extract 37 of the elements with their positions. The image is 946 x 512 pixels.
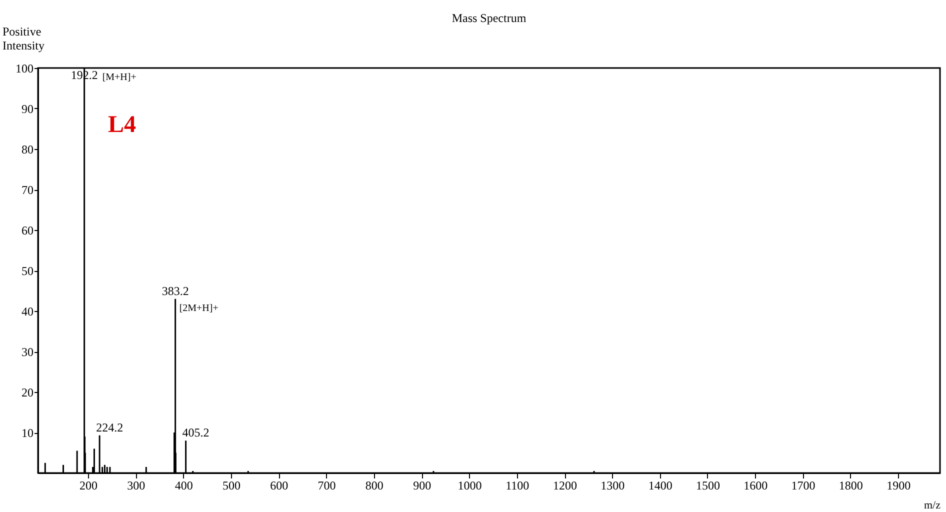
x-tick-label: 1700 (791, 478, 816, 492)
x-tick-label: 1100 (506, 478, 530, 492)
y-tick-label: 40 (22, 304, 34, 318)
annotation: 405.2 (182, 426, 210, 440)
annotation: [2M+H]+ (179, 302, 219, 314)
y-tick-label: 100 (16, 62, 34, 76)
y-tick-label: 90 (22, 102, 34, 116)
y-tick-label: 10 (22, 426, 34, 440)
y-tick-label: 30 (22, 345, 34, 359)
annotation: 224.2 (96, 420, 124, 434)
annotation: [M+H]+ (102, 72, 137, 83)
x-tick-label: 1800 (838, 478, 863, 492)
annotation: L4 (108, 112, 136, 138)
y-tick-label: 60 (22, 224, 34, 238)
y-tick-label: 50 (22, 264, 34, 278)
x-tick-label: 1900 (886, 478, 911, 492)
x-tick-label: 900 (413, 478, 432, 492)
x-tick-label: 1200 (553, 478, 578, 492)
y-tick-label: 20 (22, 386, 34, 400)
x-tick-label: 1300 (600, 478, 625, 492)
x-tick-label: 700 (318, 478, 336, 492)
y-axis-title: Positive Intensity (2, 24, 44, 52)
chart-title: Mass Spectrum (452, 11, 527, 25)
x-tick-label: 1600 (744, 478, 768, 492)
x-axis-title: m/z (924, 500, 941, 512)
y-tick-label: 70 (22, 183, 34, 197)
x-tick-label: 1500 (696, 478, 720, 492)
x-tick-label: 400 (174, 478, 193, 492)
x-tick-label: 1000 (458, 478, 482, 492)
y-tick-label: 80 (22, 142, 34, 156)
x-tick-label: 300 (127, 478, 146, 492)
annotation: 383.2 (162, 284, 189, 298)
x-tick-label: 500 (222, 478, 240, 492)
x-tick-label: 1400 (648, 478, 672, 492)
x-tick-label: 600 (270, 478, 288, 492)
x-tick-label: 200 (80, 478, 98, 492)
x-tick-label: 800 (365, 478, 384, 492)
